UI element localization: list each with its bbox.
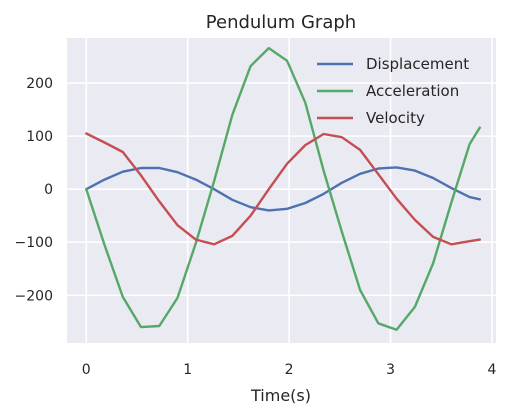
plot-background bbox=[67, 38, 496, 343]
grid-lines bbox=[67, 38, 496, 343]
legend-label-acceleration: Acceleration bbox=[366, 82, 459, 100]
y-tick-label-3: 100 bbox=[26, 129, 53, 145]
y-tick-label-2: 0 bbox=[44, 182, 53, 198]
y-tick-label-4: 200 bbox=[26, 76, 53, 92]
x-tick-label-4: 4 bbox=[487, 362, 496, 378]
x-tick-label-2: 2 bbox=[285, 362, 294, 378]
x-axis-label: Time(s) bbox=[250, 386, 311, 405]
y-tick-label-0: −200 bbox=[15, 288, 53, 304]
x-tick-label-1: 1 bbox=[183, 362, 192, 378]
chart-title: Pendulum Graph bbox=[206, 12, 356, 33]
legend-label-displacement: Displacement bbox=[366, 55, 469, 73]
x-tick-label-3: 3 bbox=[386, 362, 395, 378]
x-tick-labels: 0 1 2 3 4 bbox=[82, 362, 497, 378]
legend-label-velocity: Velocity bbox=[366, 109, 425, 127]
y-tick-label-1: −100 bbox=[15, 235, 53, 251]
series-line-velocity bbox=[85, 132, 481, 246]
x-tick-label-0: 0 bbox=[82, 362, 91, 378]
y-tick-labels: −200 −100 0 100 200 bbox=[15, 76, 53, 304]
legend: Displacement Acceleration Velocity bbox=[317, 55, 469, 127]
series-line-displacement bbox=[85, 166, 481, 212]
series-line-acceleration bbox=[85, 46, 481, 331]
series-lines bbox=[85, 46, 481, 331]
